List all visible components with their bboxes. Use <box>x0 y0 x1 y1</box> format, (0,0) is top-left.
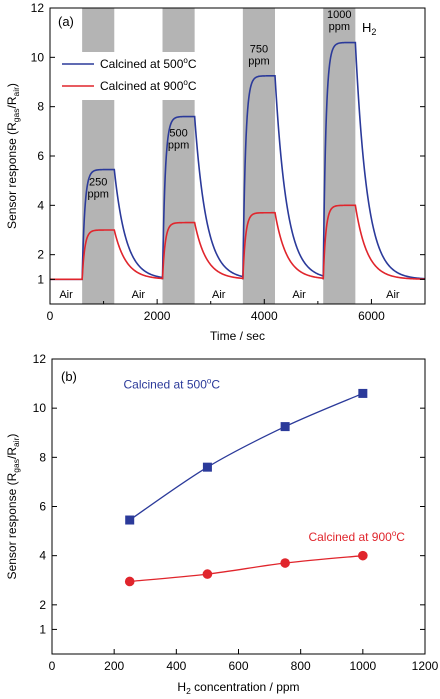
legend-entry: Calcined at 900oC <box>100 78 197 93</box>
data-point-circle <box>358 550 368 561</box>
series-label-main: Calcined at 500 <box>123 378 207 392</box>
air-label: Air <box>386 289 400 301</box>
series-line <box>50 41 426 281</box>
legend-entry-end: C <box>188 79 197 93</box>
legend-entry-main: Calcined at 900 <box>100 79 184 93</box>
legend-entry-sup: o <box>183 78 188 87</box>
x-axis-label-sub: 2 <box>186 686 191 696</box>
series-line <box>50 204 426 281</box>
series-label: Calcined at 500oC <box>123 377 220 392</box>
y-axis-label-end: ) <box>5 434 19 438</box>
y-axis-label: Sensor response (Rgas/Rair) <box>5 434 21 580</box>
x-tick-label: 6000 <box>358 309 385 323</box>
y-tick-label: 12 <box>31 1 45 15</box>
y-axis-label-sub: gas <box>11 109 21 123</box>
y-tick-label: 4 <box>39 549 46 563</box>
gas-label: H2 <box>362 20 376 37</box>
y-tick-label: 6 <box>39 500 46 514</box>
y-axis-label-mid: /R <box>5 447 19 459</box>
series-label: Calcined at 900oC <box>308 529 405 544</box>
y-tick-label: 10 <box>33 401 47 415</box>
legend-entry: Calcined at 500oC <box>100 56 197 71</box>
gas-label-main: H <box>362 20 371 35</box>
y-axis-label-main: Sensor response (R <box>5 122 19 229</box>
concentration-label-value: 750 <box>250 43 268 55</box>
data-point-square <box>202 462 212 472</box>
x-axis-label: H2 concentration / ppm <box>177 680 299 696</box>
y-axis-label-main: Sensor response (R <box>5 472 19 579</box>
y-tick-label: 8 <box>37 100 44 114</box>
concentration-label-unit: ppm <box>168 139 189 151</box>
air-label: Air <box>59 289 73 301</box>
y-axis-label-sub: air <box>11 87 21 97</box>
x-tick-label: 200 <box>104 659 124 673</box>
data-point-square <box>280 422 290 432</box>
data-point-circle <box>124 576 135 587</box>
y-tick-label: 12 <box>33 352 47 366</box>
air-label: Air <box>212 289 226 301</box>
y-axis-label-sub: air <box>11 437 21 447</box>
x-tick-label: 4000 <box>251 309 278 323</box>
concentration-label-value: 500 <box>169 127 187 139</box>
series-fit-line <box>129 392 364 521</box>
data-point-square <box>358 388 368 398</box>
y-tick-label: 8 <box>39 450 46 464</box>
data-point-square <box>125 515 135 525</box>
y-axis-label-sub: gas <box>11 459 21 473</box>
panel-label: (b) <box>61 369 77 384</box>
x-tick-label: 400 <box>166 659 186 673</box>
y-axis-label-end: ) <box>5 83 19 87</box>
legend-entry-end: C <box>188 57 197 71</box>
x-axis-label: Time / sec <box>210 329 265 343</box>
y-tick-label: 1 <box>39 622 46 636</box>
x-axis-label-end: concentration / ppm <box>191 680 300 694</box>
h2-exposure-region <box>242 8 275 304</box>
x-tick-label: 2000 <box>144 309 171 323</box>
x-axis-label-main: H <box>177 680 186 694</box>
series-label-end: C <box>396 530 405 544</box>
x-tick-label: 0 <box>47 309 54 323</box>
y-tick-label: 6 <box>37 149 44 163</box>
y-tick-label: 4 <box>37 198 44 212</box>
gas-label-sub: 2 <box>371 27 376 37</box>
series-label-main: Calcined at 900 <box>308 530 392 544</box>
legend-entry-sup: o <box>183 56 188 65</box>
data-point-circle <box>280 558 290 568</box>
series-label-sup: o <box>392 529 397 538</box>
x-tick-label: 0 <box>49 659 56 673</box>
plot-frame <box>51 358 426 655</box>
y-tick-label: 2 <box>39 598 46 612</box>
x-tick-label: 800 <box>291 659 311 673</box>
legend-background <box>56 52 234 100</box>
x-tick-label: 600 <box>228 659 248 673</box>
x-tick-label: 1000 <box>349 659 376 673</box>
series-label-end: C <box>211 378 220 392</box>
panel-label: (a) <box>58 14 74 29</box>
y-tick-label: 2 <box>37 248 44 262</box>
legend-entry-main: Calcined at 500 <box>100 57 184 71</box>
concentration-label-value: 250 <box>89 177 107 189</box>
concentration-label-unit: ppm <box>329 21 350 33</box>
y-tick-label: 10 <box>31 50 45 64</box>
y-axis-label-mid: /R <box>5 96 19 108</box>
concentration-label-unit: ppm <box>88 189 109 201</box>
air-label: Air <box>132 289 146 301</box>
series-label-sup: o <box>207 377 212 386</box>
y-axis-label: Sensor response (Rgas/Rair) <box>5 83 21 229</box>
concentration-label-unit: ppm <box>248 55 269 67</box>
h2-exposure-region <box>323 8 356 304</box>
data-point-circle <box>202 569 213 579</box>
y-tick-label: 1 <box>37 272 44 286</box>
concentration-label-value: 1000 <box>327 9 351 21</box>
air-label: Air <box>292 289 306 301</box>
x-tick-label: 1200 <box>412 659 439 673</box>
series-fit-line <box>129 555 363 583</box>
